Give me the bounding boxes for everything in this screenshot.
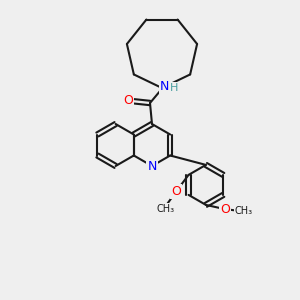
Text: CH₃: CH₃ — [235, 206, 253, 216]
Text: O: O — [171, 185, 181, 198]
Text: O: O — [123, 94, 133, 106]
Text: N: N — [160, 80, 169, 93]
Text: H: H — [170, 83, 179, 93]
Text: CH₃: CH₃ — [156, 204, 175, 214]
Text: N: N — [147, 160, 157, 172]
Text: O: O — [220, 202, 230, 216]
